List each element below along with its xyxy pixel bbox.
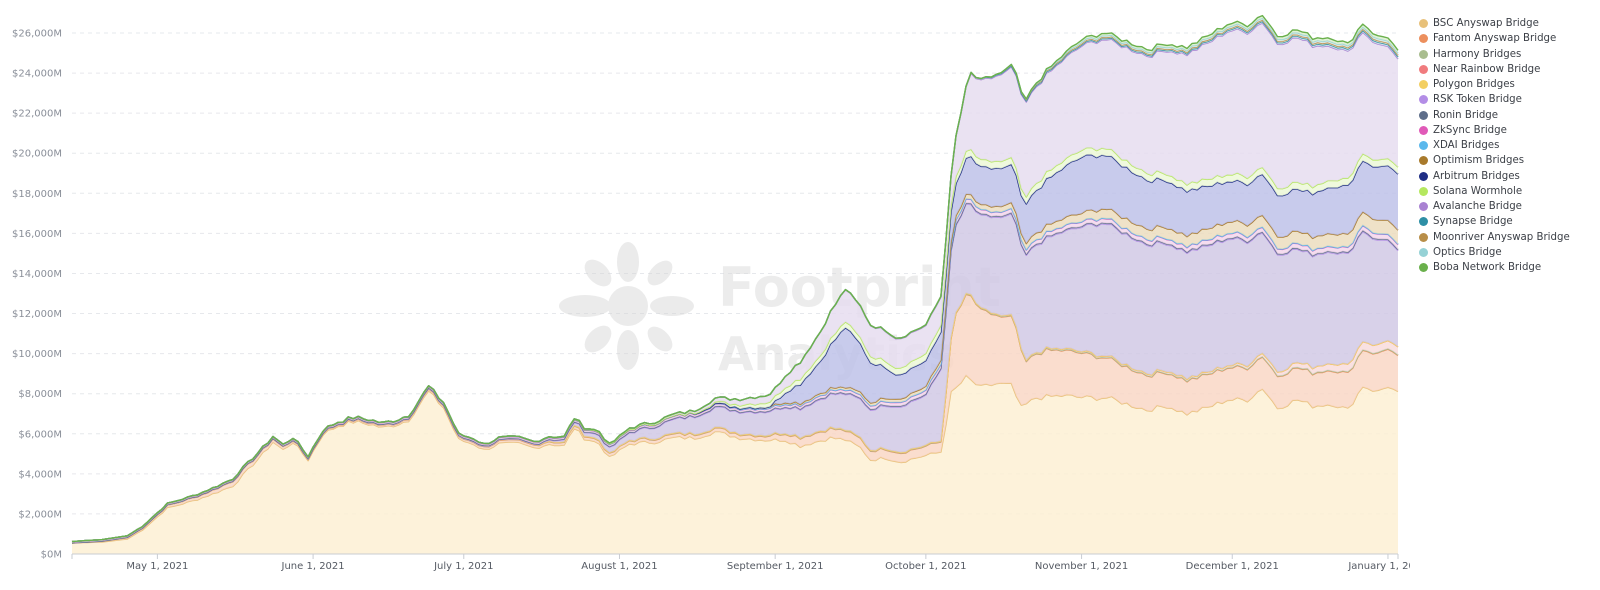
legend-label: Optimism Bridges [1433,155,1525,167]
legend-swatch-icon [1419,34,1428,44]
legend-swatch-icon [1419,247,1428,257]
legend-item[interactable]: BSC Anyswap Bridge [1419,16,1597,31]
legend-swatch-icon [1419,49,1428,59]
legend-swatch-icon [1419,217,1428,227]
legend-swatch-icon [1419,125,1428,135]
x-tick-label: October 1, 2021 [885,561,966,572]
legend-swatch-icon [1419,110,1428,120]
y-tick-label: $12,000M [12,309,62,320]
legend-label: XDAI Bridges [1433,140,1500,151]
legend-label: Optics Bridge [1433,246,1502,258]
legend-swatch-icon [1419,232,1428,242]
legend-label: Avalanche Bridge [1433,201,1522,212]
legend-item[interactable]: Solana Wormhole [1419,184,1597,199]
legend-item[interactable]: Synapse Bridge [1419,214,1597,229]
legend-swatch-icon [1419,263,1428,272]
legend-item[interactable]: Near Rainbow Bridge [1419,62,1597,77]
y-tick-label: $26,000M [12,29,62,40]
legend-label: Polygon Bridges [1433,79,1515,90]
legend-swatch-icon [1419,202,1428,211]
legend-swatch-icon [1419,95,1428,105]
legend-item[interactable]: Polygon Bridges [1419,77,1597,92]
legend-item[interactable]: Moonriver Anyswap Bridge [1419,230,1597,245]
area-arbitrum-bridges [72,154,1398,542]
legend-label: Ronin Bridge [1433,109,1499,121]
legend: BSC Anyswap Bridge Fantom Anyswap Bridge H… [1419,16,1597,275]
axes: $0M $2,000M $4,000M $6,000M $8,000M $10,000M $… [12,29,1410,573]
legend-swatch-icon [1419,19,1428,28]
legend-label: Solana Wormhole [1433,185,1523,197]
legend-label: RSK Token Bridge [1433,94,1522,106]
legend-item[interactable]: Fantom Anyswap Bridge [1419,31,1597,46]
y-tick-label: $10,000M [12,349,62,360]
chart-area: Footprint Analytics $0M$2,000M$4,000M$6,… [12,14,1410,573]
legend-item[interactable]: Arbitrum Bridges [1419,169,1597,184]
legend-label: Boba Network Bridge [1433,262,1542,273]
legend-item[interactable]: Ronin Bridge [1419,108,1597,123]
legend-label: BSC Anyswap Bridge [1433,18,1539,29]
legend-item[interactable]: Optics Bridge [1419,245,1597,260]
y-tick-label: $2,000M [18,509,62,520]
legend-swatch-icon [1419,171,1428,181]
legend-item[interactable]: RSK Token Bridge [1419,92,1597,107]
stacked-areas [71,14,1399,554]
legend-item[interactable]: Boba Network Bridge [1419,260,1597,275]
x-tick-label: May 1, 2021 [126,561,188,572]
x-tick-label: November 1, 2021 [1035,561,1128,572]
legend-label: Synapse Bridge [1433,216,1513,228]
area-bsc-anyswap-bridge [72,375,1398,554]
legend-swatch-icon [1419,141,1428,150]
x-tick-label: June 1, 2021 [281,561,345,572]
y-tick-label: $4,000M [18,469,62,480]
area-rsk-token-bridge [72,204,1398,543]
y-tick-label: $22,000M [12,109,62,120]
legend-label: Near Rainbow Bridge [1433,63,1541,75]
area-zksync-bridge [72,199,1398,543]
legend-swatch-icon [1419,156,1428,166]
x-tick-label: January 1, 2022 [1347,561,1410,572]
legend-item[interactable]: ZkSync Bridge [1419,123,1597,138]
x-tick-label: September 1, 2021 [727,561,824,572]
x-tick-label: July 1, 2021 [433,561,493,572]
footprint-logo-icon [559,242,694,370]
legend-swatch-icon [1419,80,1428,89]
legend-label: Harmony Bridges [1433,48,1522,60]
area-avalanche-bridge [72,23,1398,542]
legend-swatch-icon [1419,64,1428,74]
y-tick-label: $18,000M [12,189,62,200]
legend-label: ZkSync Bridge [1433,124,1507,136]
y-tick-label: $20,000M [12,149,62,160]
legend-label: Fantom Anyswap Bridge [1433,33,1557,45]
legend-item[interactable]: Harmony Bridges [1419,47,1597,62]
x-tick-label: August 1, 2021 [581,561,657,572]
x-tick-label: December 1, 2021 [1186,561,1279,572]
y-tick-label: $0M [41,550,62,561]
legend-item[interactable]: Avalanche Bridge [1419,199,1597,214]
legend-label: Arbitrum Bridges [1433,170,1520,182]
legend-item[interactable]: Optimism Bridges [1419,153,1597,168]
y-tick-label: $6,000M [18,429,62,440]
legend-item[interactable]: XDAI Bridges [1419,138,1597,153]
y-tick-label: $8,000M [18,389,62,400]
legend-swatch-icon [1419,186,1428,196]
y-tick-label: $16,000M [12,229,62,240]
y-tick-label: $14,000M [12,269,62,280]
area-fantom-anyswap-bridge [72,294,1398,543]
line-boba-network-bridge [71,14,1399,543]
y-tick-label: $24,000M [12,69,62,80]
area-optimism-bridges [72,194,1398,542]
legend-label: Moonriver Anyswap Bridge [1433,231,1570,243]
